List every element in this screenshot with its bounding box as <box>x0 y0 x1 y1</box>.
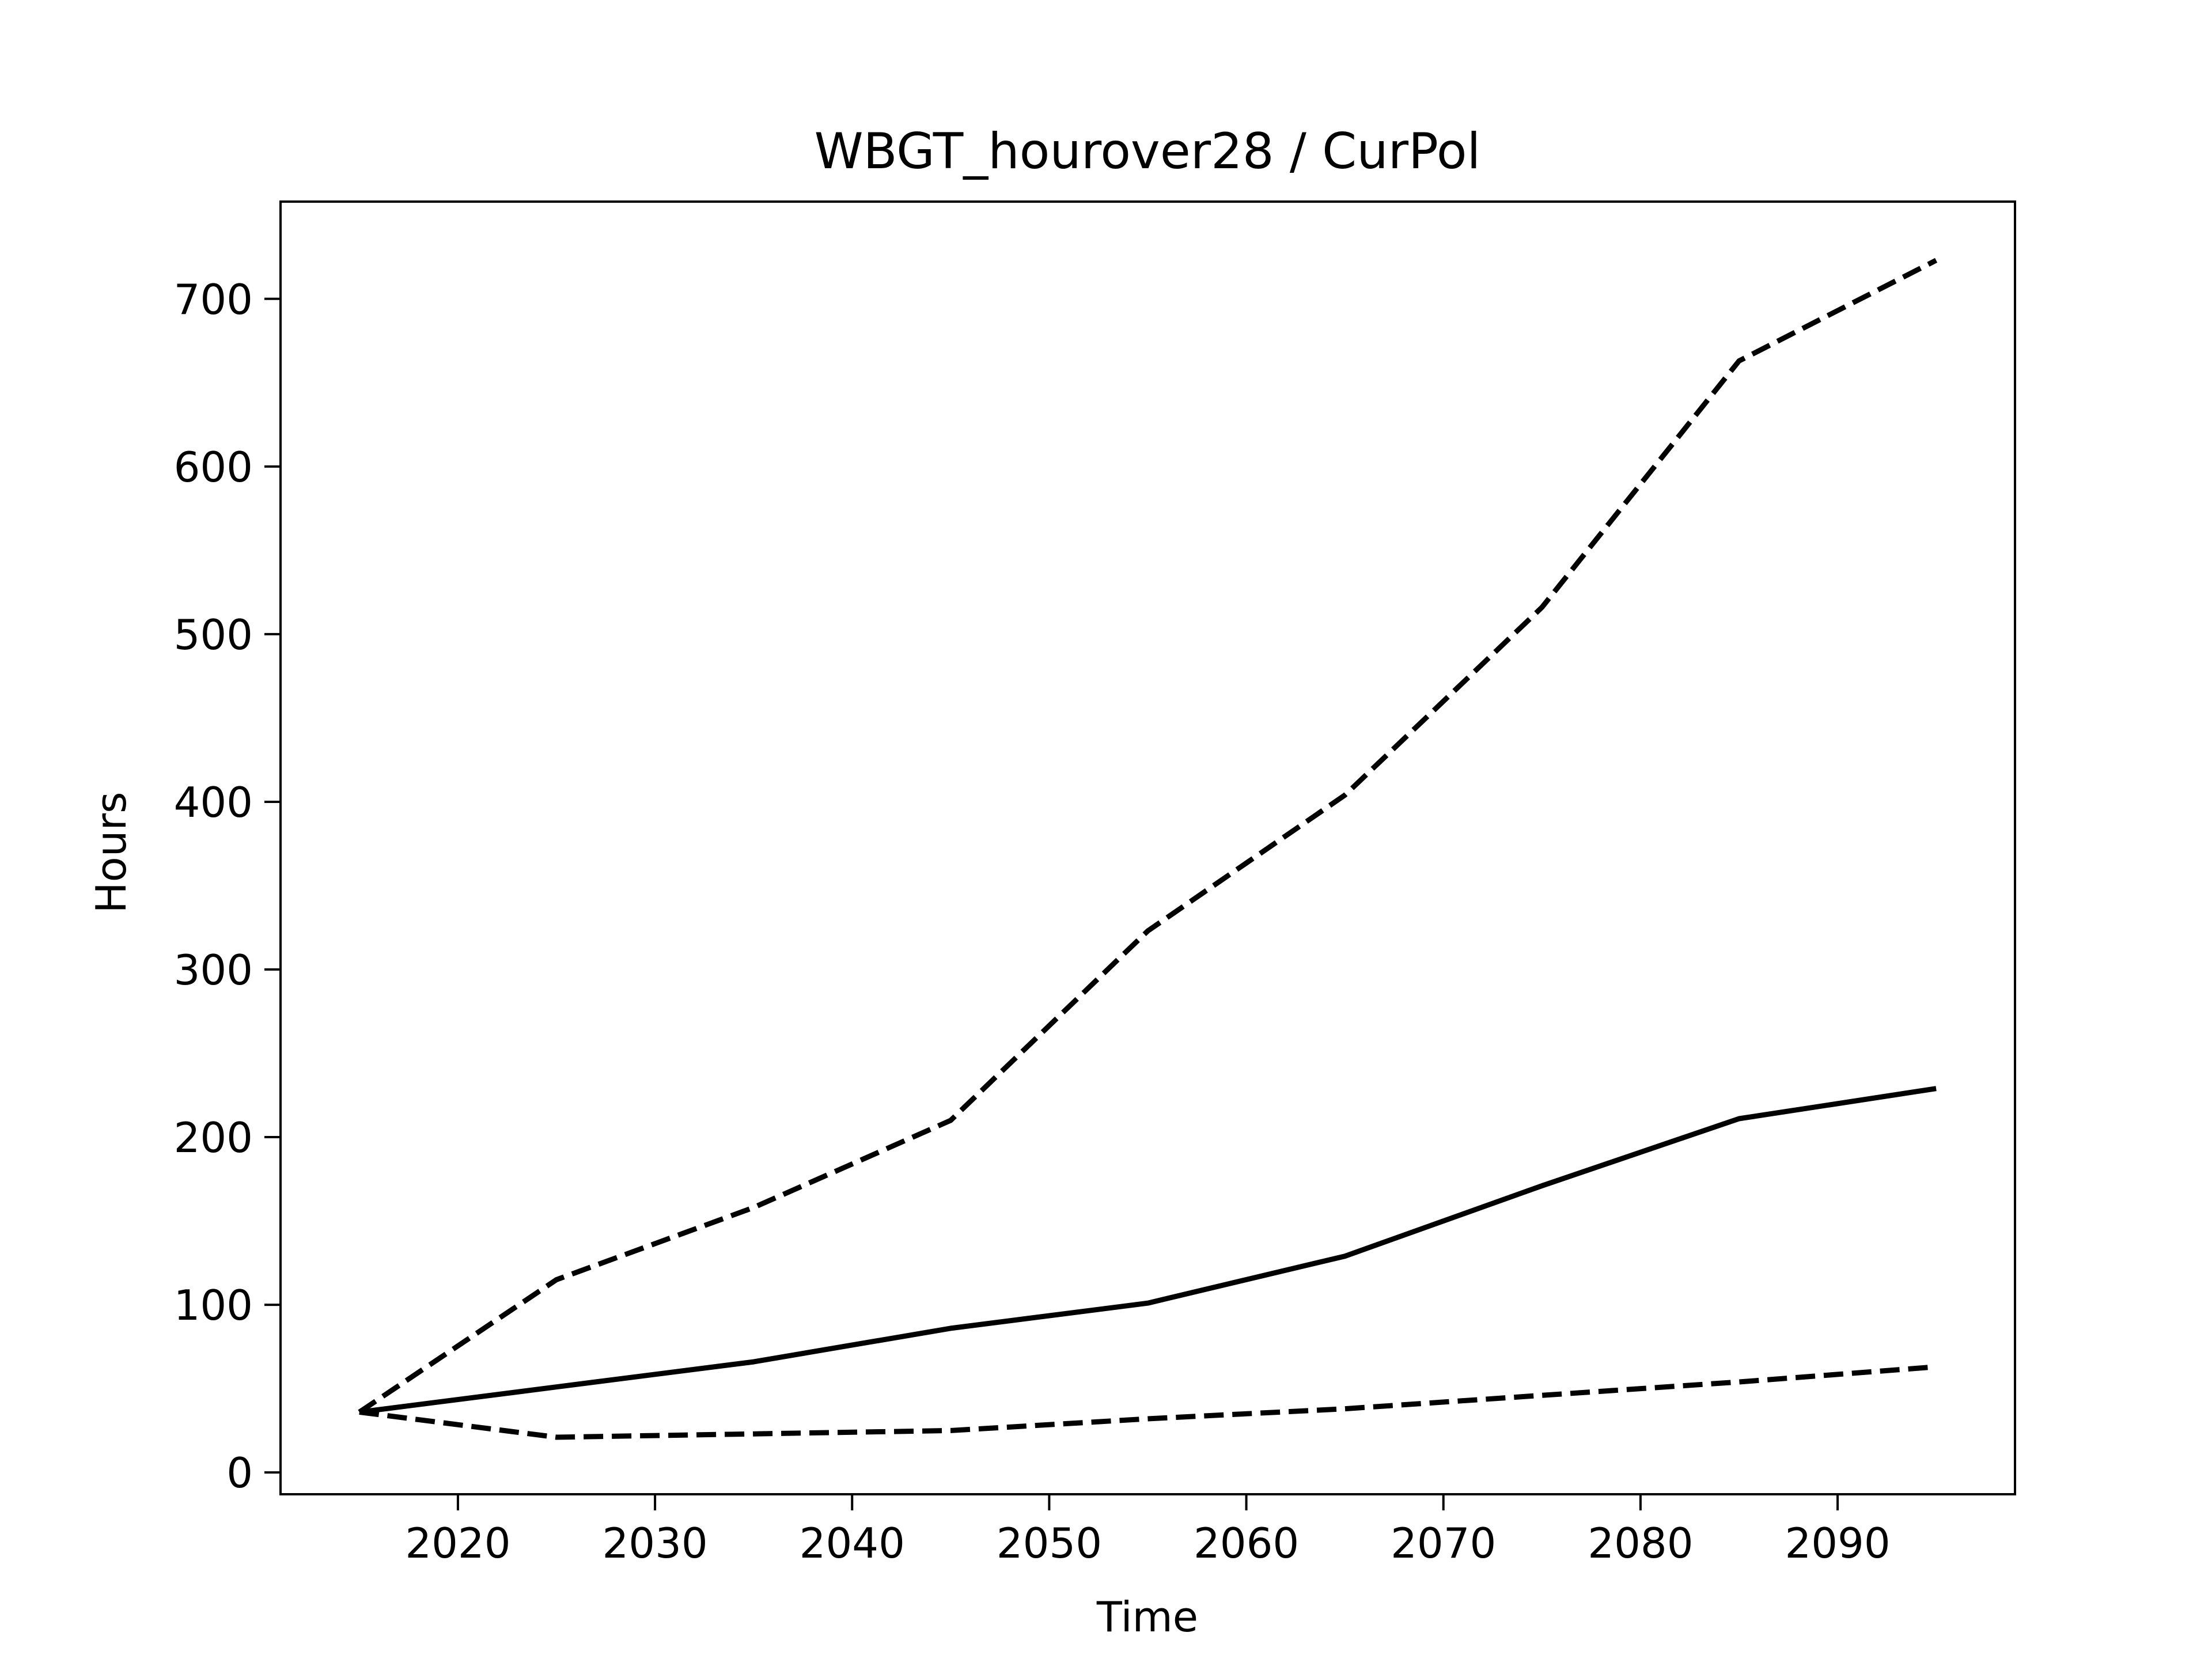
chart-title: WBGT_hourover28 / CurPol <box>815 123 1481 180</box>
x-tick-label: 2020 <box>405 1519 510 1567</box>
series-line-2 <box>359 1086 1937 1415</box>
y-tick-label: 300 <box>174 946 253 994</box>
y-tick-label: 400 <box>174 778 253 827</box>
y-tick-label: 500 <box>174 611 253 659</box>
x-tick-label: 2090 <box>1785 1519 1890 1567</box>
x-tick-label: 2050 <box>997 1519 1102 1567</box>
series-line-1 <box>358 257 1938 1415</box>
y-axis-label: Hours <box>87 792 135 914</box>
plot-frame <box>279 200 2016 1495</box>
x-tick-label: 2040 <box>800 1519 905 1567</box>
x-axis-label: Time <box>1096 1593 1198 1641</box>
x-tick-label: 2030 <box>602 1519 707 1567</box>
plot-area <box>279 200 2016 1495</box>
y-tick-label: 200 <box>174 1113 253 1162</box>
y-tick-label: 100 <box>174 1281 253 1330</box>
x-tick-label: 2060 <box>1194 1519 1299 1567</box>
series-layer <box>358 257 1938 1440</box>
y-axis: 0 100 200 300 400 500 600 700 <box>174 275 281 1497</box>
y-tick-label: 600 <box>174 443 253 491</box>
x-tick-label: 2080 <box>1588 1519 1693 1567</box>
series-line-3 <box>359 1364 1937 1440</box>
x-tick-label: 2070 <box>1391 1519 1496 1567</box>
y-tick-label: 700 <box>174 275 253 324</box>
y-tick-label: 0 <box>226 1449 253 1497</box>
x-axis: 2020 2030 2040 2050 2060 2070 2080 2090 <box>405 1494 1891 1567</box>
